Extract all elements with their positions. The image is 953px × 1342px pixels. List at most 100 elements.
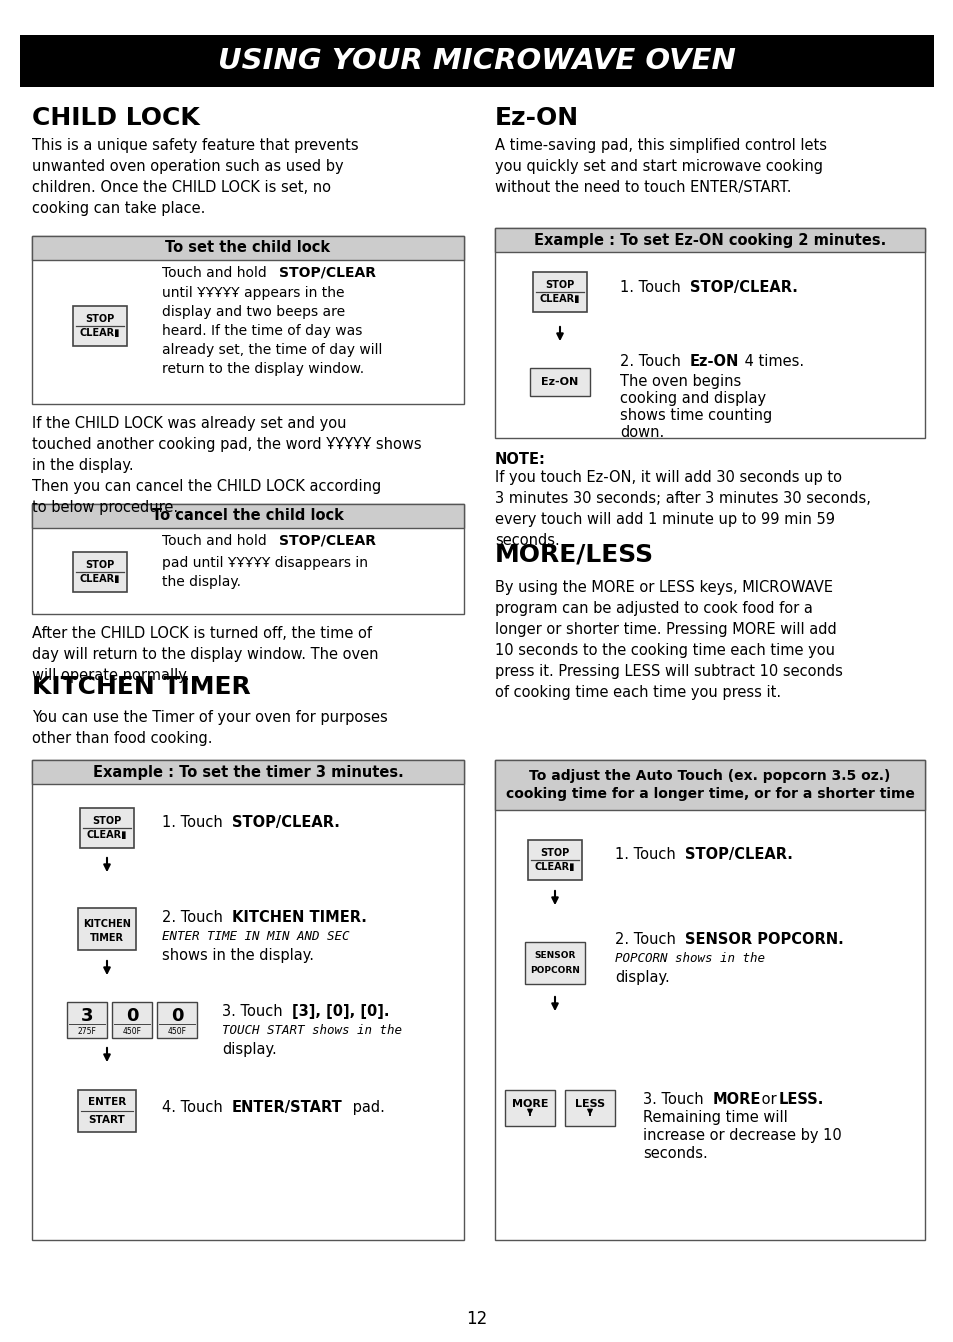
Text: STOP/CLEAR.: STOP/CLEAR. (689, 280, 797, 295)
Bar (112, 1002, 152, 1037)
Text: 4 times.: 4 times. (740, 354, 803, 369)
Text: 1. Touch: 1. Touch (615, 847, 679, 862)
Text: Touch and hold: Touch and hold (162, 266, 271, 280)
Text: 2. Touch: 2. Touch (162, 910, 227, 925)
Bar (78, 1090, 136, 1133)
Text: To cancel the child lock: To cancel the child lock (152, 509, 344, 523)
Text: shows in the display.: shows in the display. (162, 947, 314, 964)
Text: or: or (757, 1092, 781, 1107)
Text: 4. Touch: 4. Touch (162, 1100, 227, 1115)
Text: KITCHEN: KITCHEN (83, 919, 131, 929)
Text: increase or decrease by 10: increase or decrease by 10 (642, 1129, 841, 1143)
Bar (495, 228, 924, 437)
Text: Remaining time will: Remaining time will (642, 1110, 787, 1125)
Bar (32, 236, 463, 404)
Text: ENTER: ENTER (88, 1096, 126, 1107)
Text: KITCHEN TIMER: KITCHEN TIMER (32, 675, 251, 699)
Text: Touch and hold: Touch and hold (162, 534, 271, 548)
Text: LESS: LESS (575, 1099, 604, 1110)
Bar (73, 552, 127, 592)
Text: POPCORN shows in the: POPCORN shows in the (615, 951, 764, 965)
Bar (32, 505, 463, 615)
Text: The oven begins: The oven begins (619, 374, 740, 389)
Text: NOTE:: NOTE: (495, 452, 545, 467)
Text: USING YOUR MICROWAVE OVEN: USING YOUR MICROWAVE OVEN (218, 47, 735, 75)
Bar (78, 909, 136, 950)
Text: pad.: pad. (348, 1100, 384, 1115)
Text: 2. Touch: 2. Touch (615, 931, 679, 947)
Text: [3], [0], [0].: [3], [0], [0]. (292, 1004, 389, 1019)
Text: SENSOR POPCORN.: SENSOR POPCORN. (684, 931, 842, 947)
Text: STOP: STOP (539, 848, 569, 858)
Text: Example : To set the timer 3 minutes.: Example : To set the timer 3 minutes. (92, 765, 403, 780)
Text: A time-saving pad, this simplified control lets
you quickly set and start microw: A time-saving pad, this simplified contr… (495, 138, 826, 195)
Text: STOP: STOP (85, 314, 114, 323)
Text: 0: 0 (171, 1006, 183, 1025)
Text: Ez-ON: Ez-ON (540, 377, 578, 386)
Text: STOP/CLEAR: STOP/CLEAR (278, 266, 375, 280)
Text: 2. Touch: 2. Touch (619, 354, 685, 369)
Text: 12: 12 (466, 1310, 487, 1329)
Text: 3: 3 (81, 1006, 93, 1025)
Text: cooking and display: cooking and display (619, 391, 765, 407)
Bar (530, 368, 589, 396)
Text: TIMER: TIMER (90, 933, 124, 943)
Text: Ez-ON: Ez-ON (689, 354, 739, 369)
Text: START: START (89, 1115, 125, 1125)
Text: This is a unique safety feature that prevents
unwanted oven operation such as us: This is a unique safety feature that pre… (32, 138, 358, 216)
Text: CLEAR▮: CLEAR▮ (535, 862, 575, 872)
Text: 1. Touch: 1. Touch (162, 815, 227, 829)
Text: KITCHEN TIMER.: KITCHEN TIMER. (232, 910, 367, 925)
Text: Example : To set Ez-ON cooking 2 minutes.: Example : To set Ez-ON cooking 2 minutes… (534, 232, 885, 247)
Bar (495, 760, 924, 1240)
Text: STOP/CLEAR.: STOP/CLEAR. (232, 815, 339, 829)
Bar (32, 505, 463, 527)
Bar (32, 760, 463, 784)
Text: STOP: STOP (92, 816, 121, 825)
Text: STOP: STOP (85, 560, 114, 570)
Bar (564, 1090, 615, 1126)
Text: 275F: 275F (77, 1028, 96, 1036)
Text: SENSOR: SENSOR (534, 951, 575, 960)
Text: STOP: STOP (545, 280, 574, 290)
Text: 3. Touch: 3. Touch (642, 1092, 707, 1107)
Text: 450F: 450F (168, 1028, 186, 1036)
Text: LESS.: LESS. (779, 1092, 823, 1107)
Text: By using the MORE or LESS keys, MICROWAVE
program can be adjusted to cook food f: By using the MORE or LESS keys, MICROWAV… (495, 580, 842, 701)
Text: until ҰҰҰҰҰ appears in the
display and two beeps are
heard. If the time of day w: until ҰҰҰҰҰ appears in the display and t… (162, 286, 382, 376)
Text: shows time counting: shows time counting (619, 408, 771, 423)
Text: CLEAR▮: CLEAR▮ (539, 294, 579, 305)
Text: You can use the Timer of your oven for purposes
other than food cooking.: You can use the Timer of your oven for p… (32, 710, 387, 746)
Text: STOP/CLEAR: STOP/CLEAR (278, 534, 375, 548)
Bar (157, 1002, 196, 1037)
Text: pad until ҰҰҰҰҰ disappears in
the display.: pad until ҰҰҰҰҰ disappears in the displa… (162, 556, 368, 589)
Text: CLEAR▮: CLEAR▮ (80, 574, 120, 584)
Bar (495, 228, 924, 252)
Text: MORE: MORE (712, 1092, 760, 1107)
Text: After the CHILD LOCK is turned off, the time of
day will return to the display w: After the CHILD LOCK is turned off, the … (32, 625, 378, 683)
Bar (73, 306, 127, 346)
Bar (80, 808, 133, 848)
Bar (527, 840, 581, 880)
Text: down.: down. (619, 425, 663, 440)
Text: TOUCH START shows in the: TOUCH START shows in the (222, 1024, 401, 1037)
Bar (32, 236, 463, 260)
Text: display.: display. (615, 970, 669, 985)
Text: STOP/CLEAR.: STOP/CLEAR. (684, 847, 792, 862)
Text: To set the child lock: To set the child lock (165, 240, 331, 255)
Text: If the CHILD LOCK was already set and you
touched another cooking pad, the word : If the CHILD LOCK was already set and yo… (32, 416, 421, 515)
Text: CLEAR▮: CLEAR▮ (87, 829, 127, 840)
Bar (533, 272, 586, 311)
Text: 0: 0 (126, 1006, 138, 1025)
Text: To adjust the Auto Touch (ex. popcorn 3.5 oz.)
cooking time for a longer time, o: To adjust the Auto Touch (ex. popcorn 3.… (505, 769, 914, 801)
Bar (20, 35, 933, 87)
Bar (504, 1090, 555, 1126)
Text: seconds.: seconds. (642, 1146, 707, 1161)
Bar (32, 760, 463, 1240)
Text: ENTER/START: ENTER/START (232, 1100, 342, 1115)
Text: CLEAR▮: CLEAR▮ (80, 327, 120, 338)
Text: MORE: MORE (511, 1099, 548, 1110)
Text: 1. Touch: 1. Touch (619, 280, 684, 295)
Text: display.: display. (222, 1041, 276, 1057)
Text: MORE/LESS: MORE/LESS (495, 542, 654, 566)
